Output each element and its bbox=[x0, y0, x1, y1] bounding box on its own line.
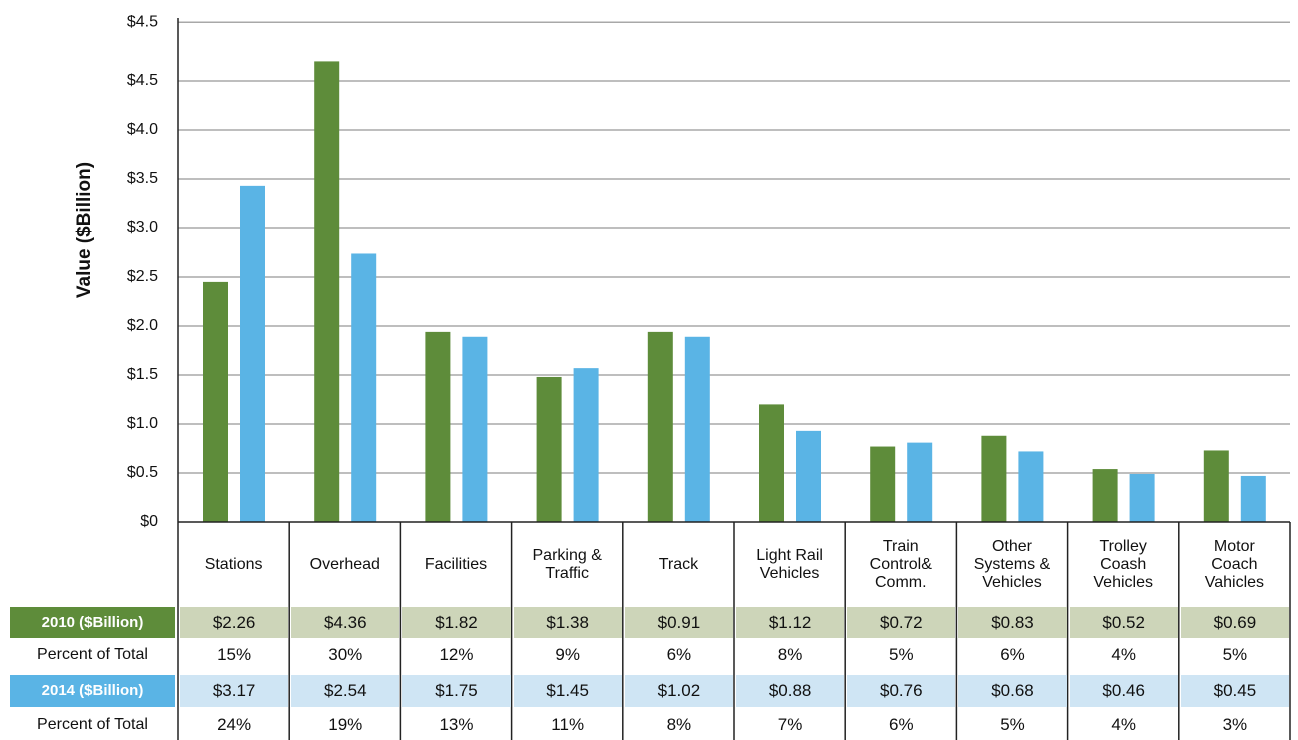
y-tick-label: $1.5 bbox=[127, 366, 158, 383]
table-cell: $0.46 bbox=[1069, 675, 1178, 707]
table-cell: $0.91 bbox=[624, 607, 733, 638]
table-cell: $1.12 bbox=[736, 607, 845, 638]
category-label: Other Systems & Vehicles bbox=[973, 538, 1051, 591]
category-label: Facilities bbox=[424, 556, 488, 573]
table-cell: 24% bbox=[217, 714, 252, 734]
bar bbox=[647, 331, 673, 522]
table-cell: $0.76 bbox=[847, 675, 956, 707]
bar bbox=[573, 368, 599, 522]
table-cell: $0.83 bbox=[958, 607, 1067, 638]
category-label: Light Rail Vehicles bbox=[756, 547, 823, 582]
table-cell: $1.38 bbox=[513, 607, 622, 638]
table-cell: 15% bbox=[217, 645, 252, 664]
bar bbox=[796, 430, 821, 522]
table-cell: $1.02 bbox=[624, 675, 733, 707]
bar bbox=[203, 281, 228, 522]
table-cell: 5% bbox=[1222, 645, 1248, 664]
table-cell: 6% bbox=[1000, 645, 1025, 664]
bar bbox=[759, 404, 784, 522]
bar bbox=[1092, 469, 1118, 522]
table-cell: $4.36 bbox=[291, 607, 400, 638]
table-cell: 7% bbox=[777, 714, 803, 734]
table-cell: 11% bbox=[551, 714, 585, 734]
category-label: Overhead bbox=[309, 556, 380, 573]
row-header: Percent of Total bbox=[37, 715, 148, 733]
bar bbox=[536, 376, 562, 522]
table-cell: $0.45 bbox=[1180, 675, 1289, 707]
bar bbox=[314, 61, 340, 523]
table-cell: 3% bbox=[1222, 714, 1248, 734]
table-cell: 30% bbox=[328, 645, 363, 664]
table-cell: $0.68 bbox=[958, 675, 1067, 707]
bar bbox=[1129, 473, 1155, 522]
table-cell: 4% bbox=[1111, 645, 1136, 664]
table-cell: 8% bbox=[777, 645, 803, 664]
category-label: Motor Coach Vahicles bbox=[1204, 538, 1265, 591]
y-tick-label: $4.5 bbox=[127, 72, 158, 89]
row-header: 2010 ($Billion) bbox=[10, 607, 175, 638]
category-label: Track bbox=[658, 556, 699, 573]
y-tick-label: $0.5 bbox=[127, 464, 158, 481]
table-cell: 8% bbox=[666, 714, 692, 734]
table-cell: $2.26 bbox=[180, 607, 289, 638]
table-cell: 5% bbox=[888, 645, 914, 664]
y-tick-label: $3.5 bbox=[127, 170, 158, 187]
table-cell: 6% bbox=[666, 645, 692, 664]
table-cell: $1.82 bbox=[402, 607, 511, 638]
table-cell: 4% bbox=[1111, 714, 1136, 734]
table-cell: $2.54 bbox=[291, 675, 400, 707]
row-header: Percent of Total bbox=[37, 646, 148, 663]
bar bbox=[870, 446, 896, 522]
table-cell: 5% bbox=[1000, 714, 1025, 734]
table-cell: $1.75 bbox=[402, 675, 511, 707]
y-axis-title: Value ($Billion) bbox=[74, 162, 95, 298]
table-cell: $1.45 bbox=[513, 675, 622, 707]
row-header: 2014 ($Billion) bbox=[10, 675, 175, 707]
table-cell: 9% bbox=[555, 645, 580, 664]
category-label: Parking & Traffic bbox=[532, 547, 602, 582]
bar bbox=[351, 253, 377, 523]
y-tick-label: $3.0 bbox=[127, 219, 158, 236]
y-tick-label: $2.5 bbox=[127, 268, 158, 285]
bar bbox=[462, 336, 488, 522]
bar bbox=[240, 185, 265, 523]
category-label: Train Control& Comm. bbox=[869, 538, 932, 591]
category-label: Trolley Coash Vehicles bbox=[1093, 538, 1153, 591]
y-tick-label: $0 bbox=[140, 513, 158, 530]
y-tick-label: $4.0 bbox=[127, 121, 158, 138]
table-cell: $0.52 bbox=[1069, 607, 1178, 638]
table-cell: $0.69 bbox=[1180, 607, 1289, 638]
table-cell: $3.17 bbox=[180, 675, 289, 707]
bar bbox=[425, 331, 451, 522]
table-cell: 19% bbox=[328, 714, 363, 734]
bar bbox=[1240, 475, 1266, 522]
bar bbox=[684, 336, 710, 522]
category-label: Stations bbox=[204, 556, 263, 573]
y-tick-label: $2.0 bbox=[127, 317, 158, 334]
bar bbox=[907, 442, 933, 522]
bar bbox=[1203, 450, 1229, 522]
table-cell: $0.88 bbox=[736, 675, 845, 707]
table-cell: 13% bbox=[439, 714, 474, 734]
y-tick-label: $4.5 bbox=[127, 13, 158, 30]
table-cell: 12% bbox=[439, 645, 474, 664]
y-tick-label: $1.0 bbox=[127, 415, 158, 432]
table-cell: 6% bbox=[888, 714, 914, 734]
bar bbox=[981, 435, 1007, 522]
table-cell: $0.72 bbox=[847, 607, 956, 638]
bar bbox=[1018, 451, 1044, 522]
